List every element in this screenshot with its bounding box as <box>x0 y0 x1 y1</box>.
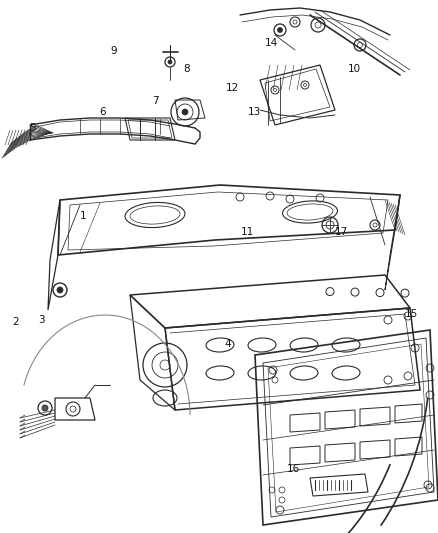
Text: 17: 17 <box>335 227 348 237</box>
Circle shape <box>168 60 172 64</box>
Circle shape <box>42 405 48 411</box>
Text: 3: 3 <box>38 315 45 325</box>
Text: 13: 13 <box>247 107 261 117</box>
Text: 12: 12 <box>226 83 239 93</box>
Text: 7: 7 <box>152 96 159 106</box>
Text: 15: 15 <box>405 310 418 319</box>
Text: 9: 9 <box>110 46 117 55</box>
Circle shape <box>182 109 188 115</box>
Text: 5: 5 <box>29 123 36 133</box>
Text: 10: 10 <box>348 64 361 74</box>
Text: 11: 11 <box>241 227 254 237</box>
Text: 1: 1 <box>80 211 87 221</box>
Text: 8: 8 <box>183 64 190 74</box>
Text: 6: 6 <box>99 107 106 117</box>
Circle shape <box>278 28 283 33</box>
Circle shape <box>57 287 63 293</box>
Text: 2: 2 <box>12 318 19 327</box>
Text: 4: 4 <box>224 339 231 349</box>
Text: 14: 14 <box>265 38 278 47</box>
Text: 16: 16 <box>287 464 300 474</box>
